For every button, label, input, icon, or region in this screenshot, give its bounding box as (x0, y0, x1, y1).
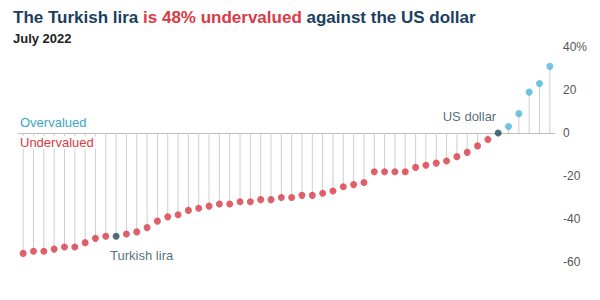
svg-text:The Turkish lira: The Turkish lira (13, 8, 143, 27)
svg-text:Turkish lira: Turkish lira (110, 248, 174, 263)
svg-text:-40: -40 (563, 212, 581, 226)
svg-text:Undervalued: Undervalued (20, 135, 94, 150)
svg-text:July 2022: July 2022 (13, 31, 72, 46)
svg-text:Overvalued: Overvalued (20, 115, 86, 130)
svg-text:0: 0 (563, 126, 570, 140)
svg-text:US dollar: US dollar (443, 109, 497, 124)
svg-text:-60: -60 (563, 255, 581, 269)
svg-text:40%: 40% (563, 40, 587, 54)
svg-text:20: 20 (563, 83, 577, 97)
svg-text:against the US dollar: against the US dollar (302, 8, 476, 27)
svg-text:is 48% undervalued: is 48% undervalued (143, 8, 302, 27)
svg-text:-20: -20 (563, 169, 581, 183)
